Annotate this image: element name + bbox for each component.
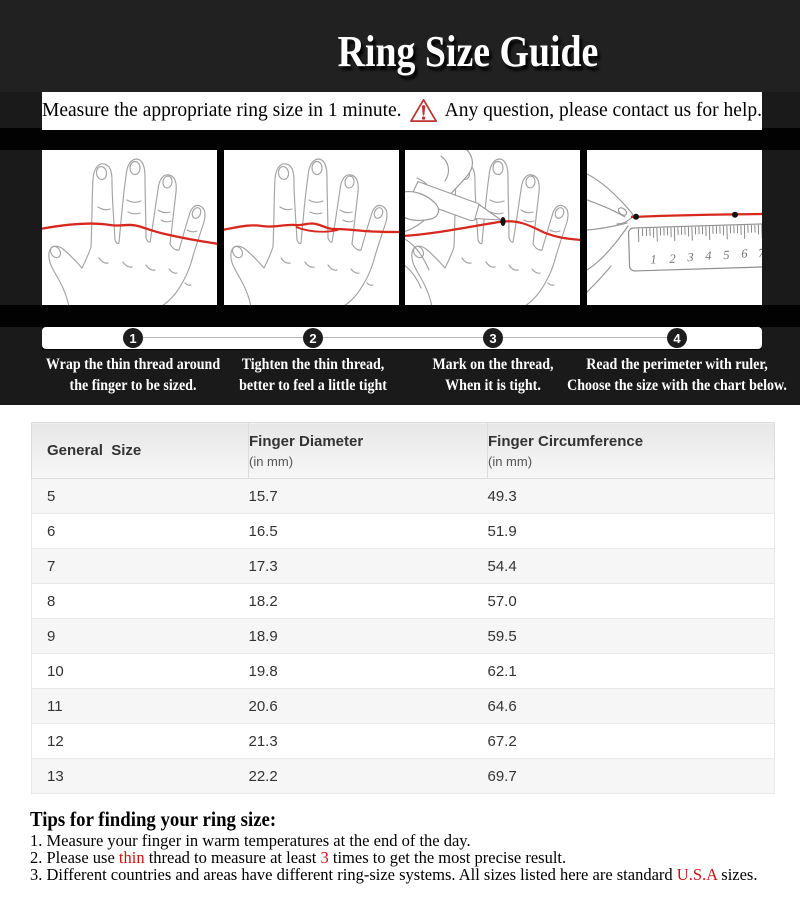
svg-text:3: 3	[686, 250, 694, 264]
svg-text:2: 2	[669, 252, 676, 266]
svg-text:5: 5	[723, 248, 730, 262]
svg-text:6: 6	[741, 246, 748, 260]
svg-text:7: 7	[758, 246, 762, 260]
svg-text:4: 4	[705, 249, 712, 263]
svg-text:1: 1	[650, 252, 657, 266]
